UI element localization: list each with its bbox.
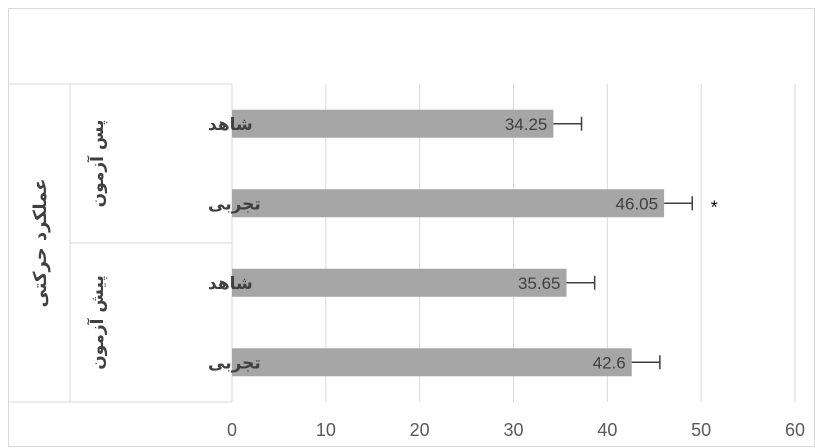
- category-labels: عملکرد حرکتی پس آزمون پیش آزمون شاهد تجربی شا…: [30, 115, 261, 374]
- x-tick-label: 60: [785, 420, 805, 440]
- bars: 34.25 46.05 * 35.65 42.6: [232, 109, 718, 377]
- chart-border: [8, 8, 815, 447]
- x-axis-ticks: 0 10 20 30 40 50 60: [227, 420, 805, 440]
- data-label: 42.6: [593, 353, 626, 372]
- category-label: تجربی: [208, 194, 261, 214]
- x-tick-label: 10: [316, 420, 336, 440]
- bar: [232, 268, 567, 297]
- category-label: تجربی: [208, 353, 261, 373]
- x-tick-label: 0: [227, 420, 237, 440]
- data-label: 35.65: [518, 274, 561, 293]
- data-label: 46.05: [616, 194, 659, 213]
- axis-title: عملکرد حرکتی: [30, 178, 51, 307]
- group-label: پیش آزمون: [86, 275, 108, 370]
- bar: [232, 348, 632, 377]
- x-tick-label: 30: [503, 420, 523, 440]
- bar: [232, 109, 554, 138]
- data-label: 34.25: [505, 115, 548, 134]
- x-tick-label: 20: [410, 420, 430, 440]
- group-label: پس آزمون: [86, 120, 108, 208]
- x-tick-label: 40: [597, 420, 617, 440]
- significance-marker: *: [711, 197, 718, 217]
- category-label: شاهد: [208, 115, 253, 135]
- x-tick-label: 50: [691, 420, 711, 440]
- category-label: شاهد: [208, 274, 253, 294]
- bar: [232, 189, 665, 218]
